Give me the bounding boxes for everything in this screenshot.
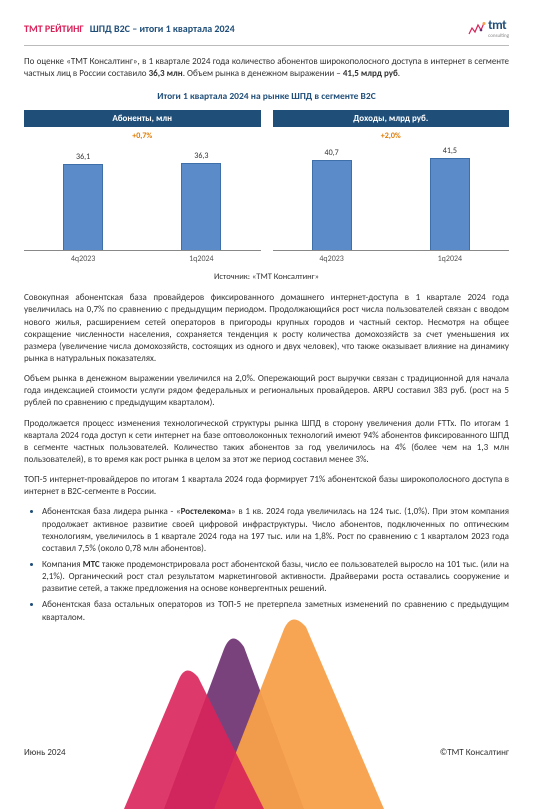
bar-x-label: 4q2023	[53, 254, 113, 264]
bullet-2-post: также продемонстрировала рост абонентско…	[42, 559, 509, 594]
document-title: ШПД B2C – итоги 1 квартала 2024	[90, 22, 235, 35]
logo-icon	[468, 22, 486, 36]
bar-value-label: 36,3	[194, 151, 208, 161]
bar-rect	[181, 163, 221, 250]
charts-container: Абоненты, млн +0,7% 36,136,3 4q20231q202…	[24, 110, 509, 264]
logo-subtext: consulting	[488, 33, 509, 39]
footer-copyright: ©ТМТ Консалтинг	[440, 747, 509, 758]
bullet-3: Абонентская база остальных операторов из…	[42, 599, 509, 623]
intro-value-2: 41,5 млрд руб	[343, 68, 398, 79]
chart-source: Источник: «ТМТ Консалтинг»	[24, 272, 509, 282]
bar-rect	[312, 160, 352, 250]
bar-x-label: 4q2023	[302, 254, 362, 264]
chart-bar: 36,1	[53, 152, 113, 250]
bar-rect	[63, 164, 103, 250]
bar-x-label: 1q2024	[420, 254, 480, 264]
header-divider	[24, 45, 509, 46]
bullet-1-bold: Ростелекома	[181, 506, 231, 517]
body-paragraph-2: Объем рынка в денежном выражении увеличи…	[24, 373, 509, 409]
bullet-2-bold: МТС	[83, 559, 100, 570]
bullet-1-pre: Абонентская база лидера рынка - «	[42, 506, 181, 517]
bullets-list: Абонентская база лидера рынка - «Ростеле…	[24, 506, 509, 623]
footer-date: Июнь 2024	[24, 747, 66, 758]
chart-revenue-title: Доходы, млрд руб.	[273, 110, 510, 127]
logo-text: tmt	[488, 18, 509, 33]
page-header: ТМТ РЕЙТИНГ ШПД B2C – итоги 1 квартала 2…	[24, 18, 509, 39]
page-footer: Июнь 2024 ©ТМТ Консалтинг	[24, 747, 509, 758]
chart-revenue: Доходы, млрд руб. +2,0% 40,741,5 4q20231…	[273, 110, 510, 264]
bullet-2: Компания МТС также продемонстрировала ро…	[42, 559, 509, 595]
chart-bar: 36,3	[171, 151, 231, 250]
intro-text-3: .	[398, 68, 400, 79]
intro-value-1: 36,3 млн	[149, 68, 183, 79]
background-decoration	[124, 609, 384, 812]
bar-value-label: 41,5	[443, 146, 457, 156]
chart-subscribers-title: Абоненты, млн	[24, 110, 261, 127]
intro-text-2: . Объем рынка в денежном выражении –	[183, 68, 343, 79]
intro-paragraph: По оценке «ТМТ Консалтинг», в 1 квартале…	[24, 56, 509, 80]
chart-subscribers: Абоненты, млн +0,7% 36,136,3 4q20231q202…	[24, 110, 261, 264]
body-paragraph-4: ТОП-5 интернет-провайдеров по итогам 1 к…	[24, 474, 509, 498]
chart-bar: 41,5	[420, 146, 480, 250]
body-paragraph-3: Продолжается процесс изменения технологи…	[24, 418, 509, 467]
bullet-1: Абонентская база лидера рынка - «Ростеле…	[42, 506, 509, 555]
tmt-logo: tmt consulting	[468, 18, 509, 39]
bullet-2-pre: Компания	[42, 559, 83, 570]
bar-x-label: 1q2024	[171, 254, 231, 264]
bar-value-label: 40,7	[325, 148, 339, 158]
charts-section-title: Итоги 1 квартала 2024 на рынке ШПД в сег…	[24, 90, 509, 102]
rating-label: ТМТ РЕЙТИНГ	[24, 22, 84, 35]
body-paragraph-1: Совокупная абонентская база провайдеров …	[24, 292, 509, 365]
bar-value-label: 36,1	[76, 152, 90, 162]
chart-bar: 40,7	[302, 148, 362, 250]
bar-rect	[430, 158, 470, 250]
